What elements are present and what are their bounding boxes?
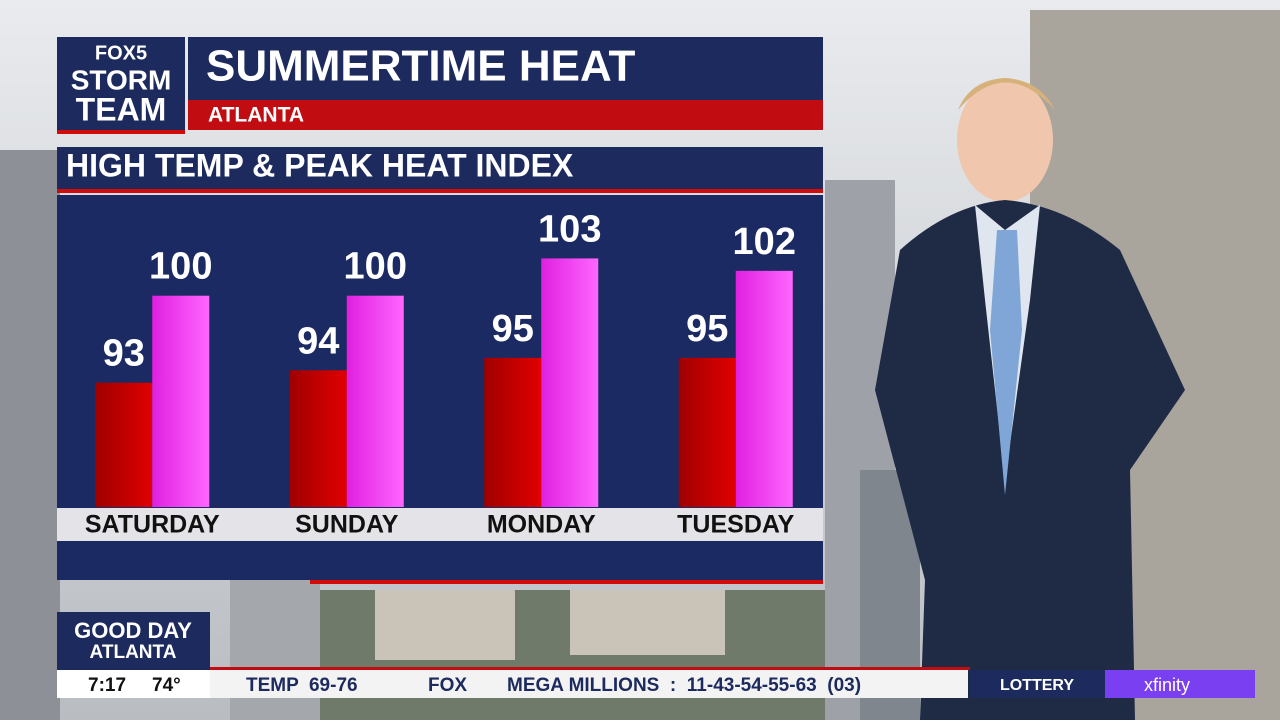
ticker-rule: [210, 667, 970, 670]
ticker-item: TEMP 69-76: [246, 675, 358, 696]
logo-rule: [57, 130, 185, 134]
x-tick-label: SUNDAY: [295, 511, 399, 539]
data-label: 100: [344, 246, 407, 288]
sponsor: [1105, 670, 1255, 698]
show-logo: [57, 612, 210, 670]
bar: [735, 270, 793, 507]
plot: SATURDAY93100SUNDAY94100MONDAY95103TUESD…: [85, 208, 796, 538]
data-label: 93: [103, 333, 145, 375]
x-tick-label: SATURDAY: [85, 511, 220, 539]
heading-bar: [57, 147, 823, 190]
title-bar: [188, 37, 823, 100]
ticker-tab-label: LOTTERY: [1000, 677, 1074, 694]
temperature: 74°: [152, 675, 181, 696]
category-strip: [57, 508, 823, 541]
bar: [346, 295, 404, 507]
data-label: 95: [492, 308, 534, 350]
x-tick-label: MONDAY: [487, 511, 596, 539]
network: FOX: [428, 675, 467, 696]
show-text: GOOD DAY: [74, 618, 192, 643]
bar: [484, 357, 542, 507]
data-label: 94: [297, 320, 339, 362]
ticker-tab: [970, 670, 1105, 698]
subtitle-bar: [188, 100, 823, 130]
bar: [678, 357, 736, 507]
data-label: 95: [686, 308, 728, 350]
logo-box: [57, 37, 185, 133]
chart-title: SUMMERTIME HEAT: [206, 42, 636, 91]
data-label: 103: [538, 208, 601, 250]
time-box: [57, 670, 210, 698]
show-text: ATLANTA: [90, 642, 177, 663]
chart-heading: HIGH TEMP & PEAK HEAT INDEX: [66, 147, 574, 183]
data-label: 102: [733, 221, 796, 263]
chart-subtitle: ATLANTA: [208, 104, 304, 127]
logo-text: TEAM: [76, 91, 167, 127]
bar: [95, 382, 153, 507]
bar: [289, 370, 347, 507]
bar: [152, 295, 210, 507]
bar: [541, 258, 599, 507]
presenter: [875, 78, 1185, 720]
logo-text: STORM: [71, 64, 172, 95]
logo-text: FOX5: [95, 42, 147, 64]
x-tick-label: TUESDAY: [677, 511, 794, 539]
sponsor-label: xfinity: [1144, 675, 1190, 695]
ticker: [210, 670, 968, 698]
data-label: 100: [149, 246, 212, 288]
ticker-item: MEGA MILLIONS : 11-43-54-55-63 (03): [507, 675, 861, 696]
time: 7:17: [88, 675, 126, 696]
heading-rule: [57, 189, 823, 193]
panel-rule: [310, 580, 823, 584]
